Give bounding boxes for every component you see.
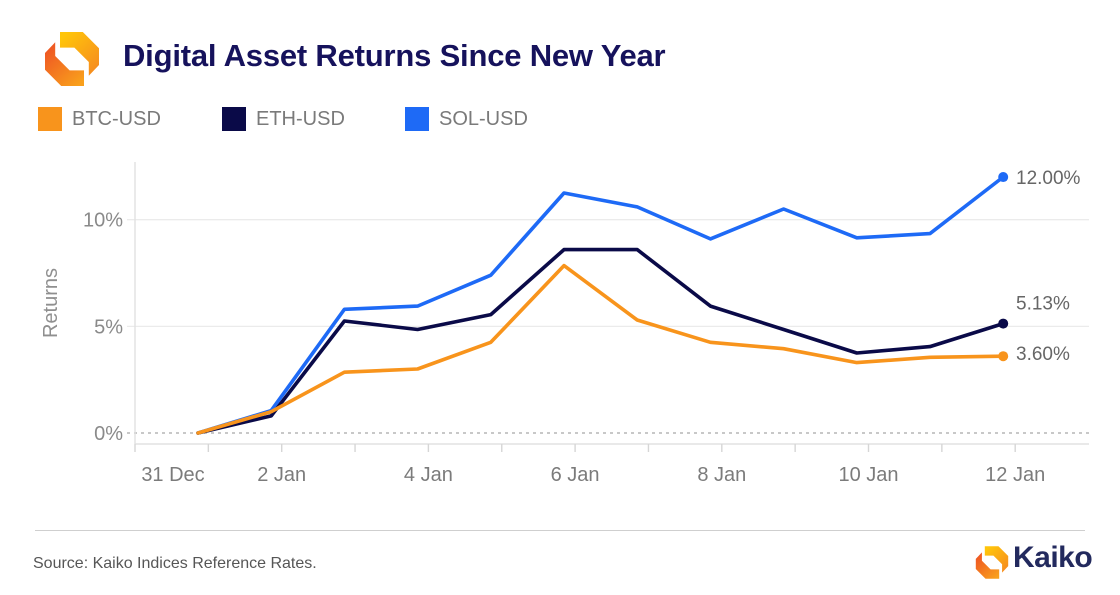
series-line-sol-usd: [196, 175, 1006, 435]
footer-divider: [35, 530, 1085, 531]
page-title: Digital Asset Returns Since New Year: [123, 38, 666, 73]
legend-swatch-sol-icon: [405, 107, 429, 131]
legend-label: BTC-USD: [72, 108, 161, 130]
x-tick-label: 2 Jan: [257, 464, 306, 486]
legend-swatch-eth-icon: [222, 107, 246, 131]
x-tick-label: 8 Jan: [697, 464, 746, 486]
series-end-label-eth-usd: 5.13%: [1016, 294, 1070, 315]
series-end-dot-btc-usd: [998, 351, 1009, 362]
kaiko-wordmark: Kaiko: [1013, 541, 1093, 574]
y-tick-label: 5%: [94, 316, 123, 338]
legend-swatch-btc-icon: [38, 107, 62, 131]
kaiko-footer-logo-icon: [975, 546, 1009, 579]
legend-item-btc-usd: BTC-USD: [38, 107, 161, 131]
source-note: Source: Kaiko Indices Reference Rates.: [33, 555, 317, 572]
y-tick-label: 10%: [83, 210, 123, 232]
legend-item-eth-usd: ETH-USD: [222, 107, 345, 131]
x-tick-label: 4 Jan: [404, 464, 453, 486]
y-axis-title: Returns: [40, 268, 62, 338]
series-end-label-sol-usd: 12.00%: [1016, 168, 1081, 189]
series-line-eth-usd: [196, 247, 1006, 435]
legend-item-sol-usd: SOL-USD: [405, 107, 528, 131]
returns-line-chart: 0% 5% 10% 31 Dec 2 Jan 4 Jan 6 Jan 8 Jan 10 Jan 1…: [40, 162, 1089, 486]
series-line-btc-usd: [196, 263, 1006, 435]
x-tick-label: 6 Jan: [551, 464, 600, 486]
x-tick-label: 31 Dec: [141, 464, 204, 486]
series-end-label-btc-usd: 3.60%: [1016, 344, 1070, 365]
x-tick-label: 12 Jan: [985, 464, 1045, 486]
x-tick-label: 10 Jan: [838, 464, 898, 486]
series-end-dot-eth-usd: [998, 318, 1009, 329]
chart-legend: BTC-USD ETH-USD SOL-USD: [0, 107, 1120, 135]
y-tick-label: 0%: [94, 423, 123, 445]
series-end-dot-sol-usd: [998, 172, 1009, 183]
legend-label: ETH-USD: [256, 108, 345, 130]
legend-label: SOL-USD: [439, 108, 528, 130]
